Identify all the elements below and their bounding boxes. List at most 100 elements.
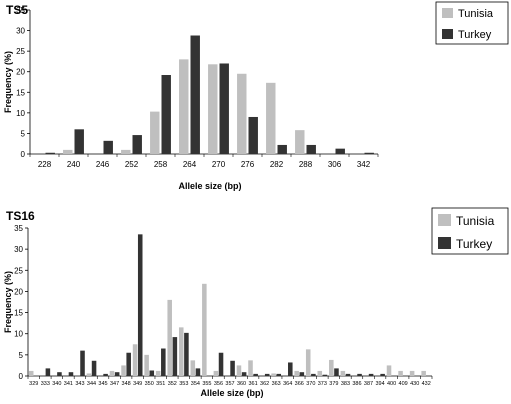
x-tick-label: 354	[191, 381, 200, 387]
bar-tunisia	[167, 299, 172, 376]
y-axis-label: Frequency (%)	[3, 271, 13, 333]
x-tick-label: 364	[283, 381, 292, 387]
bar-turkey	[114, 372, 120, 376]
x-tick-label: 288	[299, 160, 313, 169]
bar-turkey	[137, 234, 143, 376]
bar-turkey	[253, 373, 258, 376]
bar-turkey	[364, 152, 374, 154]
y-tick-label: 0	[19, 372, 24, 381]
bar-tunisia	[317, 370, 323, 376]
x-tick-label: 252	[125, 160, 139, 169]
bar-tunisia	[329, 359, 334, 376]
x-tick-label: 356	[214, 381, 223, 387]
bar-turkey	[45, 152, 55, 154]
bar-turkey	[172, 337, 178, 376]
x-tick-label: 379	[329, 381, 338, 387]
legend-label: Tunisia	[456, 214, 495, 228]
y-tick-label: 10	[16, 109, 25, 118]
y-axis-label: Frequency (%)	[3, 51, 13, 113]
bar-turkey	[190, 35, 200, 154]
bar-turkey	[311, 373, 316, 376]
bar-turkey	[230, 360, 235, 376]
bar-turkey	[91, 360, 97, 376]
y-tick-label: 5	[21, 129, 26, 138]
bar-turkey	[219, 63, 229, 154]
legend-swatch	[438, 237, 451, 249]
bar-turkey	[276, 373, 282, 376]
y-tick-label: 25	[16, 47, 25, 56]
bar-turkey	[149, 370, 155, 376]
bar-tunisia	[28, 370, 34, 376]
bar-turkey	[277, 144, 287, 154]
bar-turkey	[195, 368, 201, 376]
x-tick-label: 357	[225, 381, 234, 387]
bar-tunisia	[398, 370, 403, 376]
bar-tunisia	[271, 373, 276, 376]
y-tick-label: 0	[21, 150, 26, 159]
y-tick-label: 10	[14, 330, 23, 339]
bar-tunisia	[266, 82, 276, 154]
bar-tunisia	[248, 360, 253, 376]
x-tick-label: 264	[183, 160, 197, 169]
chart-ts5: TS5 0 5 10 15 20 25 30 35 228 240 246 252 258 264 270 27…	[3, 1, 509, 191]
bar-turkey	[264, 373, 270, 376]
bar-turkey	[368, 373, 374, 376]
x-tick-label: 276	[241, 160, 255, 169]
y-tick-label: 15	[14, 309, 23, 318]
x-tick-label: 258	[154, 160, 168, 169]
legend-swatch	[442, 29, 453, 39]
x-tick-label: 341	[64, 381, 73, 387]
legend-swatch	[438, 214, 451, 226]
x-tick-label: 349	[133, 381, 142, 387]
bar-tunisia	[208, 64, 218, 154]
x-tick-label: 246	[96, 160, 110, 169]
bar-tunisia	[340, 370, 346, 376]
bar-turkey	[380, 373, 385, 376]
x-tick-label: 400	[387, 381, 396, 387]
y-tick-label: 35	[16, 6, 25, 15]
chart-title: TS5	[6, 3, 28, 17]
bar-turkey	[299, 372, 305, 376]
x-tick-label: 370	[306, 381, 315, 387]
bar-turkey	[241, 372, 247, 376]
bar-turkey	[103, 373, 108, 376]
y-tick-label: 35	[14, 224, 23, 233]
bar-turkey	[68, 372, 74, 376]
bar-turkey	[126, 352, 131, 376]
y-tick-label: 20	[16, 68, 25, 77]
x-tick-label: 432	[422, 381, 431, 387]
bar-tunisia	[179, 59, 189, 154]
x-tick-label: 351	[156, 381, 165, 387]
x-tick-label: 355	[202, 381, 211, 387]
x-tick-label: 353	[179, 381, 188, 387]
x-tick-label: 228	[38, 160, 52, 169]
y-tick-label: 25	[14, 266, 23, 275]
x-tick-label: 350	[145, 381, 154, 387]
bar-turkey	[335, 148, 345, 154]
bar-turkey	[345, 373, 351, 376]
bar-tunisia	[409, 370, 415, 376]
bar-turkey	[74, 129, 84, 154]
bar-tunisia	[421, 370, 426, 376]
bar-turkey	[103, 140, 113, 154]
bar-tunisia	[237, 73, 247, 154]
bar-tunisia	[386, 365, 392, 376]
bar-tunisia	[155, 370, 161, 376]
bar-turkey	[45, 368, 51, 376]
bar-tunisia	[294, 370, 299, 376]
x-tick-label: 348	[122, 381, 131, 387]
x-tick-label: 240	[67, 160, 81, 169]
x-tick-label: 366	[295, 381, 304, 387]
bar-tunisia	[236, 365, 242, 376]
legend-label: Tunisia	[458, 8, 494, 20]
x-tick-label: 430	[410, 381, 419, 387]
x-tick-label: 333	[41, 381, 50, 387]
bar-turkey	[357, 373, 362, 376]
bar-tunisia	[295, 130, 305, 154]
legend-label: Turkey	[456, 237, 492, 251]
bar-tunisia	[63, 149, 73, 154]
x-tick-label: 361	[248, 381, 257, 387]
x-tick-label: 345	[98, 381, 107, 387]
x-tick-label: 347	[110, 381, 119, 387]
